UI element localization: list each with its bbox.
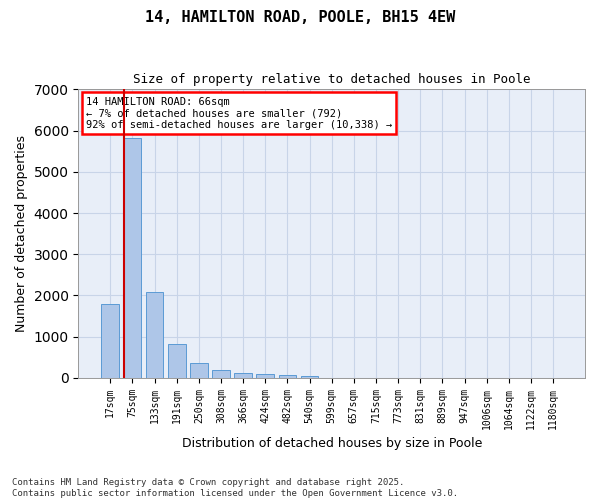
Bar	[190, 363, 208, 378]
Bar	[234, 373, 252, 378]
Title: Size of property relative to detached houses in Poole: Size of property relative to detached ho…	[133, 72, 530, 86]
Bar	[301, 376, 319, 378]
X-axis label: Distribution of detached houses by size in Poole: Distribution of detached houses by size …	[182, 437, 482, 450]
Bar	[124, 138, 141, 378]
Y-axis label: Number of detached properties: Number of detached properties	[15, 135, 28, 332]
Bar	[256, 374, 274, 378]
Bar	[168, 344, 185, 378]
Text: 14, HAMILTON ROAD, POOLE, BH15 4EW: 14, HAMILTON ROAD, POOLE, BH15 4EW	[145, 10, 455, 25]
Text: Contains HM Land Registry data © Crown copyright and database right 2025.
Contai: Contains HM Land Registry data © Crown c…	[12, 478, 458, 498]
Bar	[212, 370, 230, 378]
Bar	[146, 292, 163, 378]
Bar	[278, 374, 296, 378]
Bar	[101, 304, 119, 378]
Text: 14 HAMILTON ROAD: 66sqm
← 7% of detached houses are smaller (792)
92% of semi-de: 14 HAMILTON ROAD: 66sqm ← 7% of detached…	[86, 96, 392, 130]
